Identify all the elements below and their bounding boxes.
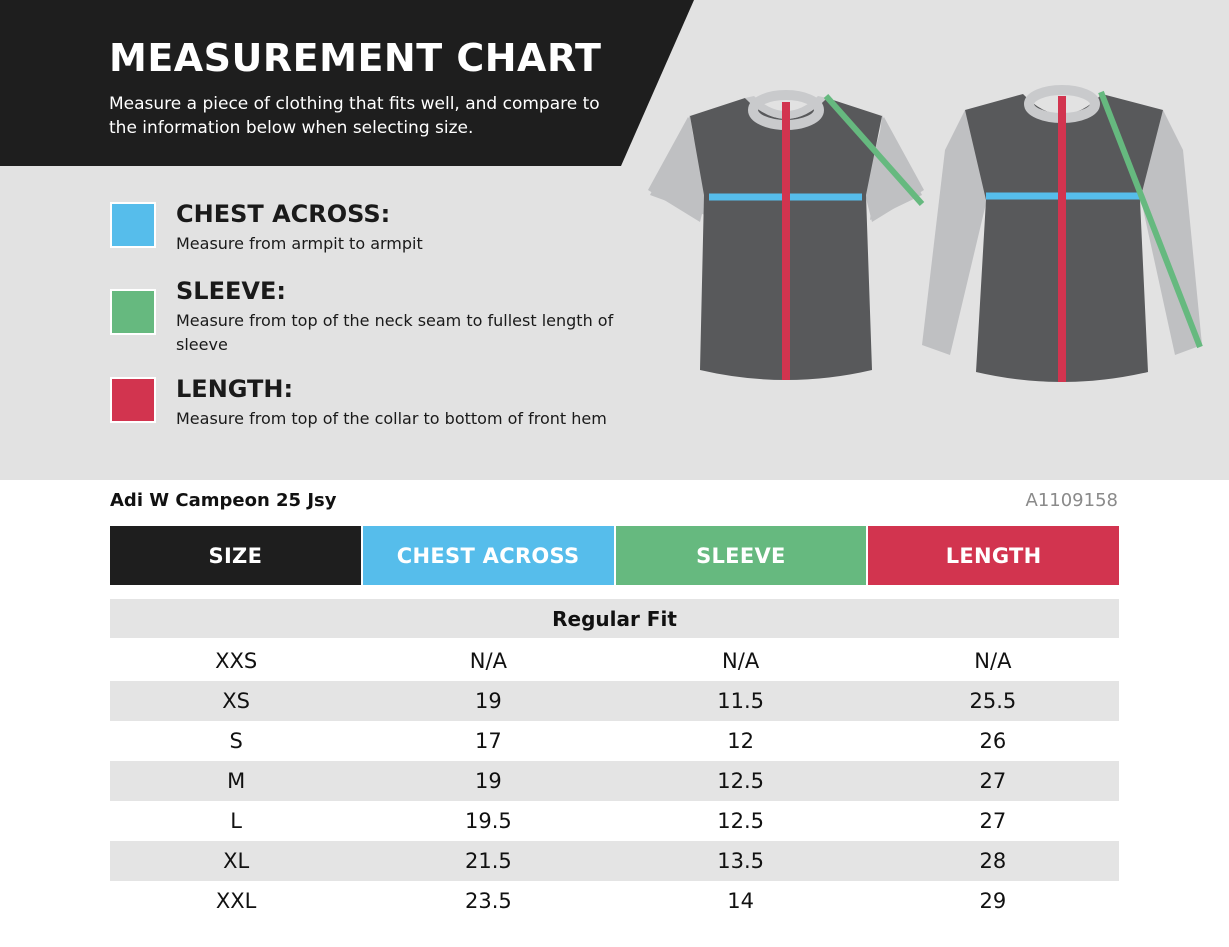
chest-cell: 19	[475, 689, 502, 713]
table-row: XXS N/A N/A N/A	[110, 641, 1119, 681]
size-cell: XL	[223, 849, 250, 873]
table-row: XXL 23.5 14 29	[110, 881, 1119, 921]
sleeve-color-swatch	[110, 289, 156, 335]
legend-title-chest: CHEST ACROSS:	[176, 200, 391, 228]
shirt-illustrations	[648, 85, 1203, 382]
chest-cell: 21.5	[464, 849, 512, 873]
size-cell: XXS	[215, 649, 258, 673]
legend-desc-length: Measure from top of the collar to bottom…	[176, 409, 607, 428]
sleeve-cell: 11.5	[717, 689, 764, 713]
column-header-size: SIZE	[110, 526, 363, 585]
column-header-length: LENGTH	[868, 526, 1119, 585]
column-header-chest: CHEST ACROSS	[362, 526, 616, 585]
sleeve-cell: 12.5	[717, 769, 764, 793]
length-cell: 29	[979, 889, 1007, 913]
length-cell: 25.5	[969, 689, 1017, 713]
sleeve-cell: 12	[727, 729, 754, 753]
page-subtitle: Measure a piece of clothing that fits we…	[109, 94, 600, 138]
column-header-sleeve: SLEEVE	[615, 526, 869, 585]
page-title: MEASUREMENT CHART	[109, 36, 602, 80]
length-color-swatch	[110, 377, 156, 423]
sleeve-cell: N/A	[722, 649, 760, 673]
size-table-body: XXS N/A N/A N/A XS 19 11.5 25.5 S 17 12 …	[110, 641, 1119, 921]
length-cell: 26	[979, 729, 1007, 753]
legend-title-length: LENGTH:	[176, 375, 294, 403]
length-cell: 27	[979, 769, 1007, 793]
length-cell: 28	[979, 849, 1007, 873]
chest-cell: 19.5	[464, 809, 512, 833]
size-cell: M	[227, 769, 246, 793]
product-code: A1109158	[1025, 490, 1118, 511]
sleeve-cell: 13.5	[717, 849, 764, 873]
sleeve-cell: 14	[727, 889, 754, 913]
size-cell: XS	[222, 689, 250, 713]
long-sleeve-shirt-icon	[922, 85, 1203, 382]
chest-color-swatch	[110, 202, 156, 248]
sleeve-cell: 12.5	[717, 809, 764, 833]
short-sleeve-shirt-icon	[648, 90, 925, 380]
length-cell: 27	[979, 809, 1007, 833]
size-cell: XXL	[215, 889, 257, 913]
chest-cell: 19	[475, 769, 502, 793]
legend-desc-sleeve: Measure from top of the neck seam to ful…	[176, 311, 614, 354]
legend-desc-chest: Measure from armpit to armpit	[176, 234, 423, 253]
table-row: L 19.5 12.5 27	[110, 801, 1119, 841]
table-row: S 17 12 26	[110, 721, 1119, 761]
header-banner	[0, 0, 694, 166]
length-cell: N/A	[974, 649, 1012, 673]
product-name: Adi W Campeon 25 Jsy	[110, 490, 337, 511]
size-cell: L	[230, 809, 242, 833]
chest-cell: N/A	[469, 649, 507, 673]
table-row: XL 21.5 13.5 28	[110, 841, 1119, 881]
chest-cell: 23.5	[464, 889, 512, 913]
table-header: SIZE CHEST ACROSS SLEEVE LENGTH	[110, 526, 1119, 585]
legend-title-sleeve: SLEEVE:	[176, 277, 286, 305]
size-cell: S	[229, 729, 243, 753]
table-row: M 19 12.5 27	[110, 761, 1119, 801]
table-row: XS 19 11.5 25.5	[110, 681, 1119, 721]
fit-section-label: Regular Fit	[110, 599, 1119, 638]
measurement-guide-panel: MEASUREMENT CHART Measure a piece of clo…	[0, 0, 1229, 480]
chest-cell: 17	[475, 729, 502, 753]
